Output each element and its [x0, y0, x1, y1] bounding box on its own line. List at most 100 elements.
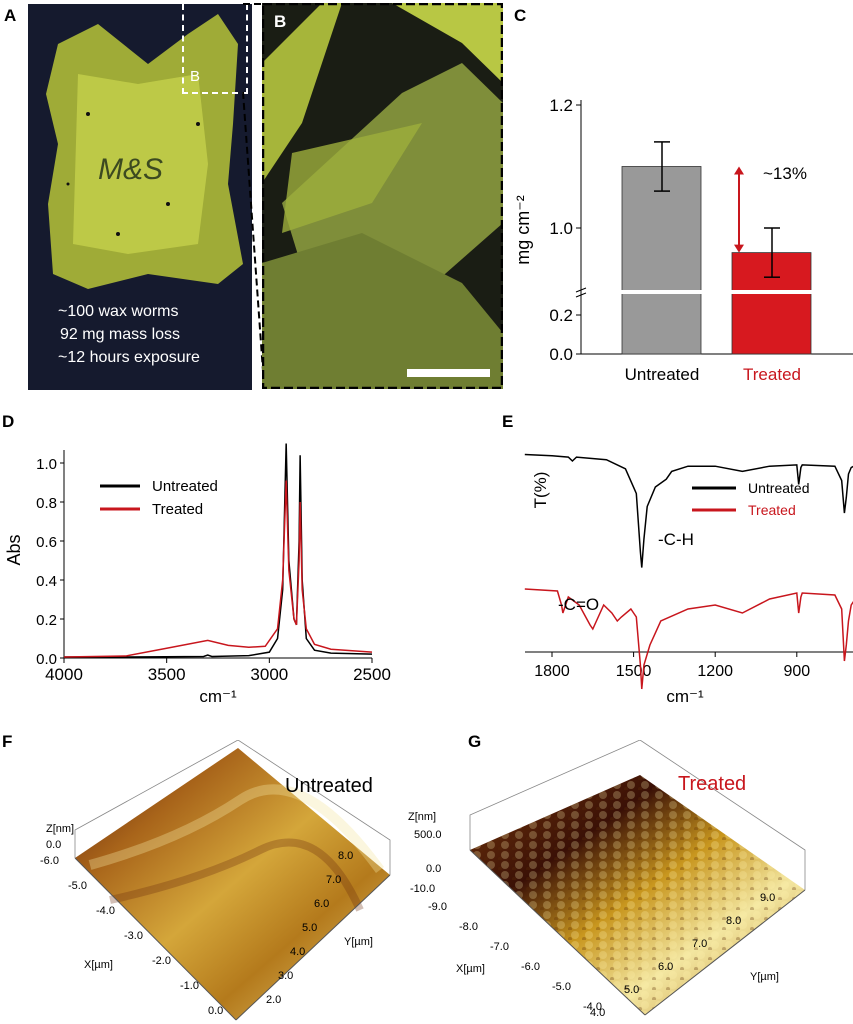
x-tick-label: 1500 [616, 663, 652, 680]
x-tick-label: 900 [783, 663, 810, 680]
x-tick-label: 1200 [697, 663, 733, 680]
y-tick-label: 0.4 [36, 573, 57, 590]
x-tick-label: 2500 [353, 665, 391, 684]
y-tick-label: 0.8 [36, 495, 57, 512]
panel-label-g: G [468, 732, 482, 751]
y-tick: 6.0 [314, 898, 329, 910]
ftir-spectrum-chart: 1800 1500 1200 900 cm⁻¹ T(%) Untreated Treated -… [524, 453, 853, 706]
series-line [63, 480, 373, 658]
x-axis-label: X[µm] [84, 959, 113, 971]
panel-label-e: E [502, 412, 514, 431]
series-line [524, 588, 853, 690]
y-tick: 2.0 [266, 994, 281, 1006]
x-tick-label: 4000 [45, 665, 83, 684]
x-tick: -4.0 [583, 1001, 602, 1013]
y-tick-label: 1.2 [549, 96, 573, 115]
x-tick-label: 3000 [250, 665, 288, 684]
y-axis-label: Y[µm] [750, 971, 779, 983]
legend-label: Untreated [152, 478, 218, 495]
photo-plastic-bag: M&S [28, 4, 252, 390]
z-tick: 0.0 [426, 863, 441, 875]
afm-surface-treated: Treated Z[nm] 500.0 0.0 -10.0 -9.0 -8.0 -7… [408, 740, 806, 1019]
y-tick-label: 0.0 [36, 651, 57, 668]
inset-label: B [190, 68, 201, 85]
y-tick: 8.0 [338, 850, 353, 862]
panel-label-c: C [514, 6, 527, 25]
x-tick: -2.0 [152, 955, 171, 967]
bag-print-text: M&S [98, 153, 163, 186]
y-tick-label: 0.6 [36, 534, 57, 551]
bar [621, 166, 702, 355]
difference-annotation: ~13% [763, 164, 807, 183]
y-tick-label: 0.2 [36, 612, 57, 629]
caption-line: 92 mg mass loss [60, 326, 181, 343]
caption-line: ~100 wax worms [58, 303, 179, 320]
y-tick: 7.0 [692, 938, 707, 950]
x-tick: 0.0 [208, 1005, 223, 1017]
peak-annotation: -C-H [658, 530, 694, 549]
series-line [524, 453, 853, 568]
y-tick-label: 1.0 [549, 219, 573, 238]
legend-label: Treated [152, 501, 203, 518]
y-tick: 4.0 [590, 1007, 605, 1019]
x-tick: -9.0 [428, 901, 447, 913]
x-tick-label: 1800 [534, 663, 570, 680]
y-axis-label: T(%) [531, 472, 550, 509]
panel-label-a: A [4, 6, 17, 25]
x-axis-label: cm⁻¹ [199, 687, 237, 706]
legend-label: Treated [748, 502, 796, 518]
y-tick-label: 0.2 [549, 306, 573, 325]
z-axis-label: Z[nm] [46, 823, 74, 835]
z-axis-label: Z[nm] [408, 811, 436, 823]
y-axis-label: Y[µm] [344, 936, 373, 948]
y-tick: 5.0 [624, 984, 639, 996]
y-axis-label: Abs [4, 534, 24, 565]
y-tick: 5.0 [302, 922, 317, 934]
panel-label-f: F [2, 732, 13, 751]
y-tick: 9.0 [760, 892, 775, 904]
panel-label-d: D [2, 412, 15, 431]
x-tick: -6.0 [521, 961, 540, 973]
y-tick: 3.0 [278, 970, 293, 982]
scale-bar [407, 369, 490, 377]
bar-chart: 0.0 0.2 1.0 1.2 mg cm⁻² Untreated Treated ~13% [513, 96, 853, 384]
x-tick: -5.0 [552, 981, 571, 993]
afm-title: Treated [678, 773, 746, 795]
axis-break-mark [575, 287, 587, 298]
y-tick: 4.0 [290, 946, 305, 958]
y-tick: 7.0 [326, 874, 341, 886]
x-tick: -1.0 [180, 980, 199, 992]
photo-caption: ~100 wax worms 92 mg mass loss ~12 hours… [58, 300, 200, 369]
afm-title: Untreated [285, 775, 373, 797]
axis-break-gap [621, 290, 702, 294]
x-tick: -6.0 [40, 855, 59, 867]
x-tick-label: Untreated [625, 365, 700, 384]
afm-surface-untreated: Untreated Z[nm] 0.0 -6.0 -5.0 -4.0 -3.0 -2.0… [40, 740, 391, 1021]
axis-break-gap [731, 290, 812, 294]
inset-box [182, 4, 248, 94]
legend-label: Untreated [748, 480, 809, 496]
z-tick: -10.0 [410, 883, 435, 895]
y-tick: 8.0 [726, 915, 741, 927]
z-tick: 500.0 [414, 829, 442, 841]
afm-surface [75, 748, 390, 1020]
panel-label-b: B [274, 12, 287, 31]
x-tick: -8.0 [459, 921, 478, 933]
x-tick: -5.0 [68, 880, 87, 892]
x-tick: -4.0 [96, 905, 115, 917]
x-tick-label: Treated [743, 365, 801, 384]
x-tick: -3.0 [124, 930, 143, 942]
caption-line: ~12 hours exposure [58, 349, 200, 366]
zoom-connector-lines [242, 3, 265, 386]
y-tick-label: 0.0 [549, 345, 573, 364]
y-tick: 6.0 [658, 961, 673, 973]
x-tick-label: 3500 [148, 665, 186, 684]
series-line [64, 443, 373, 658]
x-tick: -7.0 [490, 941, 509, 953]
x-axis-label: cm⁻¹ [666, 687, 704, 706]
y-tick-label: 1.0 [36, 456, 57, 473]
peak-annotation: -C=O [558, 595, 599, 614]
y-axis-label: mg cm⁻² [513, 195, 533, 265]
z-tick: 0.0 [46, 839, 61, 851]
